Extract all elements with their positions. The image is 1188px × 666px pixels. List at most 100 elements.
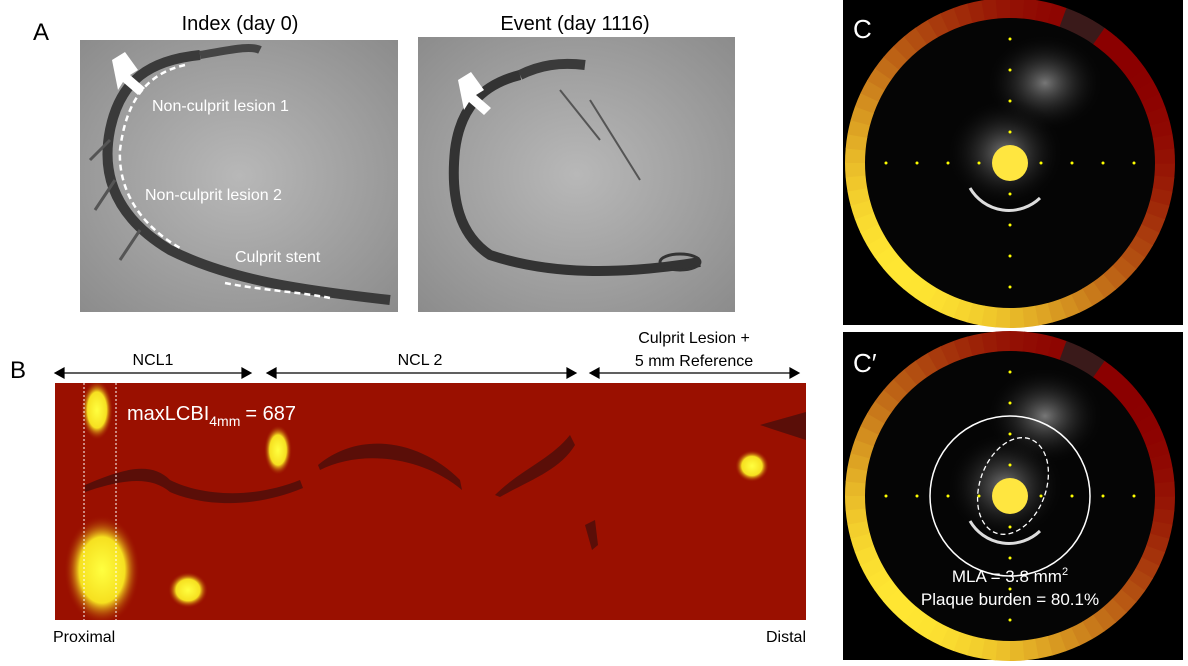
ivus-part bbox=[1135, 557, 1160, 580]
ivus-part bbox=[866, 234, 892, 258]
panel-label: C′ bbox=[853, 348, 877, 378]
ivus-part bbox=[854, 425, 879, 447]
segment-arrows bbox=[53, 366, 801, 380]
mla-superscript: 2 bbox=[1062, 566, 1068, 578]
segment-label: NCL 2 bbox=[398, 352, 443, 369]
ivus-part bbox=[847, 520, 870, 539]
ivus-part bbox=[1008, 37, 1012, 41]
ivus-part bbox=[854, 211, 879, 233]
ivus-part bbox=[1128, 235, 1153, 259]
ivus-part bbox=[1046, 632, 1067, 656]
ivus-part bbox=[1093, 360, 1117, 386]
ivus-part bbox=[874, 245, 899, 270]
ivus-part bbox=[845, 162, 866, 178]
ivus-part bbox=[883, 588, 908, 613]
ivus-part bbox=[1008, 432, 1012, 436]
ivus-part bbox=[1141, 93, 1166, 115]
segment-label: 5 mm Reference bbox=[635, 353, 753, 370]
ivus-part bbox=[860, 79, 885, 102]
ivus-part bbox=[1071, 13, 1094, 38]
ivus-part bbox=[1039, 161, 1043, 165]
ivus-part bbox=[845, 507, 868, 525]
ivus-part bbox=[952, 632, 973, 656]
panel-label: C bbox=[853, 14, 872, 44]
ivus-part bbox=[1132, 494, 1136, 498]
ivus-part bbox=[903, 360, 928, 385]
ivus-part bbox=[1008, 556, 1012, 560]
ivus-part bbox=[1034, 636, 1053, 659]
ivus-part bbox=[1058, 294, 1080, 319]
ivus-part bbox=[1146, 200, 1170, 221]
ivus-part bbox=[866, 567, 892, 591]
ivus-part bbox=[995, 0, 1011, 19]
ivus-part bbox=[1008, 370, 1012, 374]
annotation: Culprit stent bbox=[235, 249, 321, 266]
ivus-part bbox=[1035, 0, 1054, 24]
ivus-part bbox=[1039, 494, 1043, 498]
ivus-part bbox=[1008, 130, 1012, 134]
ivus-part bbox=[1070, 161, 1074, 165]
ivus-part bbox=[1141, 426, 1166, 448]
ivus-part bbox=[1070, 621, 1093, 646]
ivus-part bbox=[940, 340, 962, 365]
ivus-part bbox=[1128, 568, 1153, 592]
ivus-part bbox=[1149, 188, 1173, 207]
ivus-part bbox=[1059, 7, 1081, 32]
ivus-part bbox=[1121, 56, 1146, 81]
ivus-part bbox=[1070, 288, 1093, 313]
ivus-part bbox=[903, 606, 927, 632]
ivus-part bbox=[874, 578, 899, 603]
ivus-part bbox=[940, 7, 962, 32]
ivus-part bbox=[1008, 618, 1012, 622]
ivus-part bbox=[992, 478, 1028, 514]
ivus-part bbox=[893, 369, 918, 394]
ivus-part bbox=[966, 635, 985, 659]
ivus-part bbox=[847, 119, 871, 138]
ivus-part bbox=[854, 544, 879, 566]
ivus-part bbox=[845, 147, 866, 164]
ivus-part bbox=[994, 640, 1011, 661]
ivus-part bbox=[847, 452, 871, 471]
ivus-part bbox=[980, 638, 998, 661]
ivus-part bbox=[1135, 80, 1160, 103]
ivus-part bbox=[1047, 336, 1068, 360]
segment-label: Culprit Lesion + bbox=[638, 330, 750, 347]
ivus-part bbox=[867, 67, 892, 91]
ivus-part bbox=[1008, 254, 1012, 258]
ivus-part bbox=[1081, 614, 1105, 640]
ivus-part bbox=[850, 105, 874, 126]
ivus-part bbox=[847, 187, 870, 206]
ivus-part bbox=[1135, 224, 1160, 247]
ivus-part bbox=[968, 520, 1042, 545]
ivus-part bbox=[874, 56, 900, 80]
ivus-part bbox=[850, 438, 874, 459]
panel-title: Event (day 1116) bbox=[500, 13, 649, 35]
ivus-part bbox=[1154, 495, 1175, 512]
ivus-part bbox=[1008, 68, 1012, 72]
ivus-part bbox=[953, 336, 974, 360]
ivus-part bbox=[981, 0, 999, 21]
ivus-part bbox=[967, 333, 986, 356]
ivus-part bbox=[903, 27, 928, 52]
ivus-part bbox=[1008, 525, 1012, 529]
ivus-part bbox=[1103, 36, 1128, 61]
ivus-part bbox=[1058, 627, 1080, 652]
vessel-outline bbox=[929, 415, 1091, 577]
ivus-part bbox=[850, 199, 874, 220]
ivus-part bbox=[1120, 246, 1146, 270]
segment-label: NCL1 bbox=[133, 352, 174, 369]
ivus-part bbox=[845, 133, 868, 151]
ivus-part bbox=[1008, 587, 1012, 591]
ivus-part bbox=[1154, 481, 1175, 497]
ivus-part bbox=[1008, 285, 1012, 289]
ivus-part bbox=[1009, 640, 1025, 661]
axis-end-label: Proximal bbox=[53, 629, 115, 646]
angiogram-index bbox=[80, 40, 398, 312]
ivus-part bbox=[1022, 331, 1040, 354]
ivus-part bbox=[1009, 331, 1026, 352]
ivus-part bbox=[1112, 589, 1137, 614]
ivus-part bbox=[915, 19, 939, 45]
ivus-part bbox=[1071, 346, 1094, 371]
ivus-part bbox=[946, 161, 950, 165]
ivus-ring bbox=[845, 0, 1175, 661]
